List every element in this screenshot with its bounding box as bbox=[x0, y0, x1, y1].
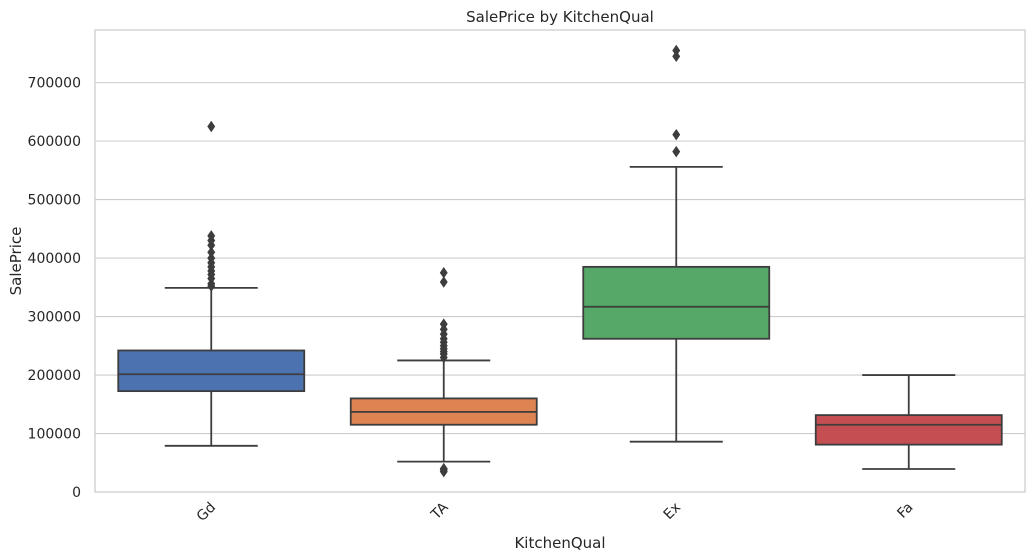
y-tick-label: 400000 bbox=[28, 251, 81, 267]
y-tick-label: 600000 bbox=[28, 134, 81, 150]
x-tick-label: Ex bbox=[661, 500, 684, 523]
outlier-point bbox=[672, 50, 681, 63]
box-group-fa bbox=[814, 374, 1003, 470]
box-group-gd bbox=[117, 120, 306, 447]
boxes-layer bbox=[117, 44, 1003, 478]
x-axis-title: KitchenQual bbox=[514, 534, 605, 552]
outlier-point bbox=[672, 128, 681, 141]
outlier-point bbox=[207, 252, 216, 264]
outlier-point bbox=[672, 145, 681, 158]
y-axis-title: SalePrice bbox=[7, 227, 25, 296]
y-axis-ticks: 0 100000 200000 300000 400000 500000 600000 700… bbox=[28, 76, 81, 501]
y-tick-label: 0 bbox=[72, 485, 81, 501]
outlier-point bbox=[439, 462, 448, 475]
y-tick-label: 100000 bbox=[28, 427, 81, 443]
outlier-point bbox=[207, 230, 216, 242]
x-tick-label: Gd bbox=[194, 500, 219, 525]
x-tick-label: Fa bbox=[894, 500, 916, 522]
box-group-ta bbox=[349, 266, 538, 478]
x-tick-label: TA bbox=[428, 499, 452, 523]
y-tick-label: 200000 bbox=[28, 368, 81, 384]
box-iqr bbox=[117, 349, 306, 393]
outlier-point bbox=[207, 246, 216, 258]
box-iqr bbox=[582, 265, 771, 340]
outlier-point bbox=[439, 276, 448, 288]
outlier-point bbox=[439, 266, 448, 279]
outlier-point bbox=[439, 318, 448, 330]
chart-title: SalePrice by KitchenQual bbox=[466, 8, 654, 26]
y-tick-label: 500000 bbox=[28, 193, 81, 209]
plot-frame bbox=[94, 29, 1026, 493]
outlier-point bbox=[207, 120, 216, 133]
box-iqr bbox=[814, 414, 1003, 446]
y-tick-label: 300000 bbox=[28, 310, 81, 326]
y-tick-label: 700000 bbox=[28, 76, 81, 92]
box-group-ex bbox=[582, 44, 771, 443]
x-axis-ticks: Gd TA Ex Fa bbox=[194, 499, 917, 525]
outlier-point bbox=[672, 44, 681, 57]
